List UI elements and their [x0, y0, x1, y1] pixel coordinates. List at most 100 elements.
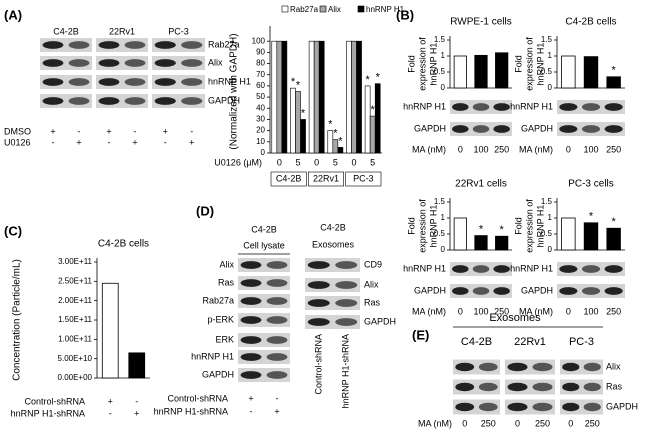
- blot-row-label: Alix: [364, 279, 379, 289]
- y-axis-label: expression of: [417, 37, 427, 91]
- bar: [561, 217, 576, 251]
- bar: [356, 40, 362, 154]
- y-axis-label: Fold: [513, 55, 523, 73]
- blot-band: [68, 78, 90, 86]
- blot-band: [335, 299, 358, 307]
- blot-band: [493, 265, 510, 273]
- blot-band: [98, 59, 120, 67]
- blot-row-label: Rab27a: [202, 295, 234, 305]
- blot-band: [455, 382, 475, 392]
- x-tick-label: 0: [458, 144, 463, 154]
- blot-band: [124, 41, 146, 49]
- blot-row-label: Alix: [219, 259, 234, 269]
- bar: [313, 40, 320, 154]
- blot-band: [68, 97, 90, 105]
- treatment-sign: -: [164, 137, 167, 147]
- y-tick-label: 0: [548, 83, 553, 92]
- significance-mark: *: [333, 127, 338, 139]
- blot-band: [266, 316, 288, 324]
- blot-band: [266, 336, 288, 344]
- bar: [453, 55, 467, 89]
- blot-band: [266, 279, 288, 287]
- panel-label: (D): [196, 203, 214, 218]
- blot-subheader: Cell lysate: [243, 240, 285, 250]
- blot-row-label: Ras: [606, 381, 623, 391]
- bar: [327, 130, 334, 154]
- blot-band: [154, 41, 176, 49]
- blot-band: [240, 371, 262, 379]
- blot-band: [181, 97, 203, 105]
- y-axis-label: expression of: [524, 199, 534, 253]
- treatment-sign: +: [108, 396, 113, 406]
- treatment-sign: +: [134, 408, 139, 418]
- y-tick-label: 80: [256, 59, 265, 68]
- x-tick-label: 5: [333, 157, 338, 167]
- blot-band: [335, 281, 358, 289]
- treatment-sign: -: [108, 137, 111, 147]
- blot-band: [266, 261, 288, 269]
- bar: [561, 55, 576, 89]
- blot-row-label: Ras: [364, 297, 381, 307]
- y-tick-label: 3.00E+11: [58, 257, 92, 266]
- blot-band: [562, 382, 580, 392]
- group-box: [308, 171, 344, 187]
- legend-label: Rab27a: [290, 5, 319, 14]
- y-tick-label: 1.00E+11: [58, 334, 92, 343]
- y-tick-label: 0.5: [434, 229, 446, 238]
- y-tick-label: 20: [256, 126, 265, 135]
- blot-band: [154, 59, 176, 67]
- y-tick-label: 1: [548, 213, 553, 222]
- blot-band: [68, 41, 90, 49]
- y-tick-label: 1: [548, 51, 553, 60]
- blot-column-label: C4-2B: [53, 26, 79, 36]
- blot-band: [478, 382, 498, 392]
- bar: [271, 40, 278, 154]
- blot-band: [581, 265, 601, 273]
- x-axis-label: MA (nM): [519, 144, 553, 154]
- blot-row-label: Rab27a: [208, 39, 240, 49]
- y-axis-label: Fold: [406, 55, 416, 73]
- y-tick-label: 2.00E+11: [58, 296, 92, 305]
- blot-row-label: hnRNP H1: [403, 101, 446, 111]
- lane-label: 250: [535, 418, 550, 428]
- bar: [337, 147, 344, 154]
- blot-row-label: Alix: [606, 361, 621, 371]
- blot-band: [493, 125, 510, 133]
- blot-row-label: GAPDH: [364, 316, 396, 326]
- blot-row-label: ERK: [215, 334, 234, 344]
- blot-band: [452, 287, 469, 295]
- blot-band: [583, 362, 601, 372]
- x-tick-label: 250: [494, 306, 509, 316]
- y-tick-label: 0: [441, 245, 446, 254]
- lane-label: 0: [515, 418, 520, 428]
- group-label: PC-3: [353, 173, 374, 183]
- x-tick-label: 100: [583, 306, 598, 316]
- bar: [364, 85, 371, 154]
- treatment-sign: -: [52, 137, 55, 147]
- lane-label: 250: [481, 418, 496, 428]
- y-tick-label: 10: [256, 137, 265, 146]
- y-tick-label: 0: [441, 83, 446, 92]
- y-tick-label: 70: [256, 70, 265, 79]
- blot-band: [266, 297, 288, 305]
- x-axis-label: MA (nM): [412, 306, 446, 316]
- bar: [308, 40, 315, 154]
- bar: [453, 217, 467, 251]
- blot-band: [507, 402, 528, 412]
- bar: [583, 56, 599, 89]
- bar: [101, 282, 119, 379]
- bar: [495, 235, 509, 251]
- blot-band: [559, 125, 578, 133]
- bar: [276, 40, 283, 154]
- treatment-sign: +: [248, 393, 253, 403]
- x-tick-label: 100: [583, 144, 598, 154]
- y-tick-label: 1.5: [541, 35, 553, 44]
- x-tick-label: 250: [494, 144, 509, 154]
- x-tick-label: 5: [370, 157, 375, 167]
- blot-band: [452, 103, 469, 111]
- x-tick-label: 250: [606, 306, 621, 316]
- group-label: 22Rv1: [313, 173, 339, 183]
- blot-row-label: hnRNP H1: [510, 101, 553, 111]
- y-tick-label: 0: [548, 245, 553, 254]
- y-tick-label: 0.00E+00: [58, 373, 93, 382]
